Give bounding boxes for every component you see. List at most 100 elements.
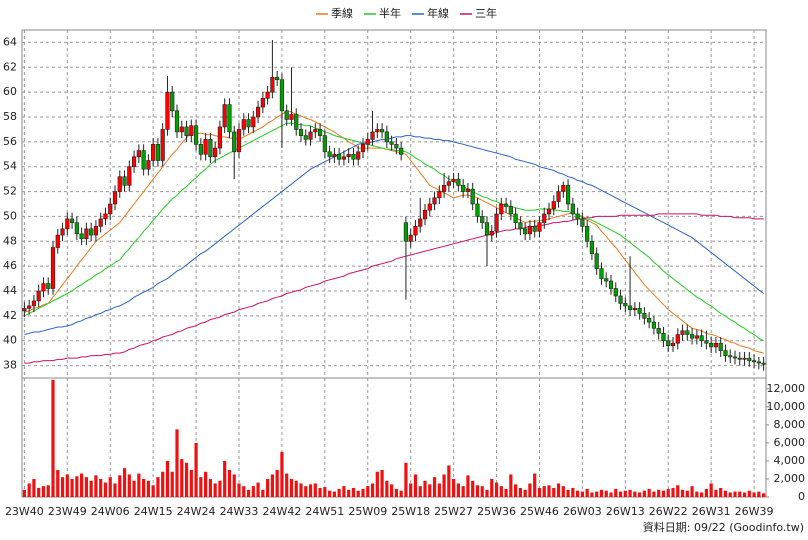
volume-bar <box>704 488 708 497</box>
candle-body <box>122 176 127 186</box>
candle-body <box>160 129 165 161</box>
candle-body <box>127 166 132 186</box>
volume-bar <box>595 491 599 497</box>
candle-body <box>98 218 103 227</box>
volume-bar <box>56 469 60 497</box>
x-tick-label: 26W22 <box>649 505 688 518</box>
candle-body <box>174 110 180 133</box>
candle-body <box>50 247 56 289</box>
candle-body <box>618 295 623 304</box>
volume-bar <box>542 486 546 497</box>
candle-body <box>79 233 84 240</box>
volume-bar <box>161 471 165 497</box>
ma-line <box>24 213 764 364</box>
volume-bar <box>714 489 718 497</box>
volume-bar <box>547 485 551 497</box>
candle-body <box>656 327 661 334</box>
volume-bar <box>328 490 332 497</box>
volume-bar <box>418 486 422 497</box>
candle-body <box>666 340 671 346</box>
volume-bar <box>27 483 31 497</box>
candle-body <box>461 185 466 192</box>
volume-bar <box>242 486 246 497</box>
candle-body <box>570 203 575 215</box>
candle-body <box>732 356 738 359</box>
x-tick-label: 25W27 <box>434 505 473 518</box>
candle-body <box>484 222 490 236</box>
volume-bar <box>270 474 274 497</box>
volume-bar <box>409 483 413 497</box>
candle-body <box>232 131 237 153</box>
candle-body <box>89 228 94 236</box>
candle-body <box>637 308 642 314</box>
legend-label: 半年 <box>379 6 401 20</box>
volume-bar <box>404 462 408 497</box>
volume-bar <box>175 429 179 497</box>
candle-body <box>65 218 70 230</box>
candle-body <box>313 129 318 133</box>
candle-body <box>613 288 618 297</box>
x-tick-label: 23W40 <box>5 505 44 518</box>
volume-bar <box>261 489 265 497</box>
candle-body <box>470 188 475 205</box>
candle-body <box>193 125 199 145</box>
legend-label: 季線 <box>331 6 353 20</box>
volume-bar <box>180 459 184 497</box>
volume-bar <box>628 489 632 497</box>
volume-bar <box>122 468 127 497</box>
candle-body <box>751 360 757 363</box>
volume-bar <box>442 474 446 497</box>
volume-bar <box>94 475 98 497</box>
candle-body <box>456 178 461 186</box>
volume-bar <box>280 451 284 497</box>
candle-body <box>208 139 213 158</box>
candle-body <box>317 129 323 136</box>
candle-body <box>632 308 637 310</box>
volume-bar <box>204 471 208 497</box>
candle-body <box>170 91 175 112</box>
candle-body <box>375 129 380 133</box>
volume-bar <box>132 480 136 497</box>
volume-bar <box>70 478 74 497</box>
y-tick-label: 56 <box>3 135 17 148</box>
candle-body <box>365 139 370 145</box>
volume-bar <box>609 492 613 497</box>
candle-body <box>203 139 208 155</box>
candle-body <box>642 313 647 319</box>
candle-body <box>689 334 695 339</box>
y-tick-label: 52 <box>3 185 17 198</box>
volume-bar <box>213 483 217 497</box>
candle-body <box>537 222 542 232</box>
y-tick-label: 38 <box>3 359 17 372</box>
candle-body <box>718 342 723 351</box>
volume-bar <box>361 488 365 497</box>
candle-body <box>370 131 375 140</box>
x-tick-label: 25W18 <box>391 505 430 518</box>
volume-bar <box>733 491 737 497</box>
volume-bar <box>342 486 346 497</box>
candle-body <box>580 218 585 227</box>
volume-bar <box>566 489 570 497</box>
candle-body <box>332 153 337 158</box>
volume-bar <box>199 477 203 497</box>
volume-bar <box>294 480 298 497</box>
candle-body <box>131 156 137 168</box>
x-tick-label: 25W09 <box>348 505 387 518</box>
x-tick-label: 24W06 <box>91 505 130 518</box>
volume-bar <box>509 474 513 497</box>
y-tick-label: 48 <box>3 234 17 247</box>
candle-body <box>551 201 556 210</box>
candle-body <box>198 144 203 155</box>
volume-bar <box>719 487 723 497</box>
candle-body <box>437 191 442 199</box>
volume-bar <box>661 490 666 497</box>
volume-bar <box>657 489 661 497</box>
volume-bar <box>533 473 537 497</box>
candle-body <box>394 144 399 149</box>
x-tick-label: 24W24 <box>177 505 216 518</box>
volume-bar <box>499 486 503 497</box>
candle-body <box>246 119 251 128</box>
candle-body <box>117 176 122 192</box>
candle-body <box>542 213 547 223</box>
legend-label: 三年 <box>475 6 497 20</box>
